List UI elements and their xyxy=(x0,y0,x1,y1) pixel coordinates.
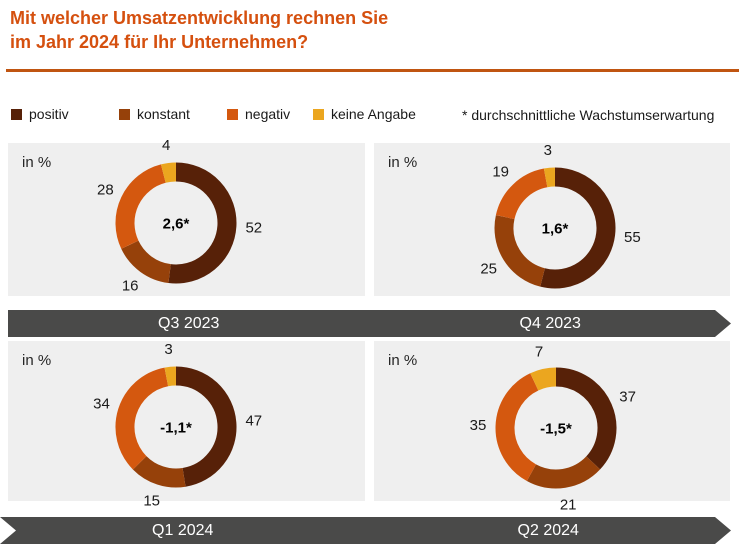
segment-value-label: 25 xyxy=(480,261,497,278)
legend-item-label: keine Angabe xyxy=(331,106,416,122)
center-value-label: 2,6* xyxy=(163,216,190,233)
legend: positiv konstant negativ keine Angabe * … xyxy=(0,106,739,128)
donut-segment-negativ xyxy=(115,367,169,470)
legend-color-swatch xyxy=(119,108,130,120)
timeline-label-q1-2024: Q1 2024 xyxy=(152,521,214,539)
panel-q4-2023: in % 55 25 19 3 1,6* xyxy=(374,142,730,296)
segment-value-label: 21 xyxy=(560,497,577,514)
donut-segment-negativ xyxy=(115,164,167,249)
segment-value-label: 7 xyxy=(535,343,543,360)
donut-segment-konstant xyxy=(121,240,172,284)
center-value-label: -1,1* xyxy=(160,420,192,437)
legend-item-keine-angabe: keine Angabe xyxy=(313,106,416,122)
page-title-line1: Mit welcher Umsatzentwicklung rechnen Si… xyxy=(10,8,389,28)
donut-segment-positiv xyxy=(175,366,237,487)
center-value-label: -1,5* xyxy=(540,421,572,438)
donut-chart-q4-2023: 55 25 19 3 1,6* xyxy=(480,142,641,289)
average-growth-footnote: * durchschnittliche Wachstumserwartung xyxy=(462,107,715,123)
timeline-banner-2023: Q3 2023 Q4 2023 xyxy=(8,310,731,337)
divider-rule xyxy=(6,69,739,72)
segment-value-label: 3 xyxy=(544,142,552,159)
segment-value-label: 35 xyxy=(470,417,487,434)
legend-item-label: positiv xyxy=(29,106,69,122)
donut-segment-konstant xyxy=(526,456,601,489)
segment-value-label: 4 xyxy=(162,137,170,154)
donut-segment-positiv xyxy=(168,162,237,284)
legend-color-swatch xyxy=(11,108,22,120)
panel-q1-2024: in % 47 15 34 3 -1,1* xyxy=(8,341,365,510)
unit-label: in % xyxy=(388,154,418,171)
donut-segment-keine-angabe xyxy=(543,167,556,188)
donut-segment-konstant xyxy=(132,455,186,488)
segment-value-label: 55 xyxy=(624,229,641,246)
segment-value-label: 28 xyxy=(97,181,114,198)
legend-item-negativ: negativ xyxy=(227,106,290,122)
panel-q3-2023: in % 52 16 28 4 2,6* xyxy=(8,137,365,296)
donut-segment-positiv xyxy=(540,167,616,289)
donut-chart-q1-2024: 47 15 34 3 -1,1* xyxy=(93,341,262,510)
segment-value-label: 52 xyxy=(245,219,262,236)
page-title-line2: im Jahr 2024 für Ihr Unternehmen? xyxy=(10,32,309,52)
segment-value-label: 19 xyxy=(492,164,509,181)
legend-item-label: konstant xyxy=(137,106,190,122)
segment-value-label: 15 xyxy=(143,493,160,510)
donut-segment-negativ xyxy=(495,373,539,482)
segment-value-label: 16 xyxy=(122,278,139,295)
donut-chart-q2-2024: 37 21 35 7 -1,5* xyxy=(470,343,636,513)
unit-label: in % xyxy=(388,352,418,369)
donut-segment-keine-angabe xyxy=(164,366,177,387)
legend-color-swatch xyxy=(313,108,324,120)
unit-label: in % xyxy=(22,352,52,369)
segment-value-label: 47 xyxy=(245,412,262,429)
segment-value-label: 3 xyxy=(164,341,172,358)
donut-segment-keine-angabe xyxy=(160,162,177,183)
center-value-label: 1,6* xyxy=(542,221,569,238)
timeline-banner-2024: Q1 2024 Q2 2024 xyxy=(0,517,731,544)
panel-q2-2024: in % 37 21 35 7 -1,5* xyxy=(374,341,730,514)
donut-segment-konstant xyxy=(494,215,546,287)
unit-label: in % xyxy=(22,154,52,171)
timeline-label-q2-2024: Q2 2024 xyxy=(517,521,579,539)
page-title: Mit welcher Umsatzentwicklung rechnen Si… xyxy=(10,6,388,54)
timeline-label-q3-2023: Q3 2023 xyxy=(158,314,220,332)
donut-segment-positiv xyxy=(555,367,617,470)
segment-value-label: 34 xyxy=(93,395,110,412)
timeline-label-q4-2023: Q4 2023 xyxy=(519,314,581,332)
legend-item-konstant: konstant xyxy=(119,106,190,122)
legend-item-label: negativ xyxy=(245,106,291,122)
legend-color-swatch xyxy=(227,108,238,120)
donut-segment-keine-angabe xyxy=(530,367,557,391)
donut-segment-negativ xyxy=(495,168,548,220)
segment-value-label: 37 xyxy=(619,389,636,406)
legend-item-positiv: positiv xyxy=(11,106,69,122)
donut-chart-q3-2023: 52 16 28 4 2,6* xyxy=(97,137,262,295)
